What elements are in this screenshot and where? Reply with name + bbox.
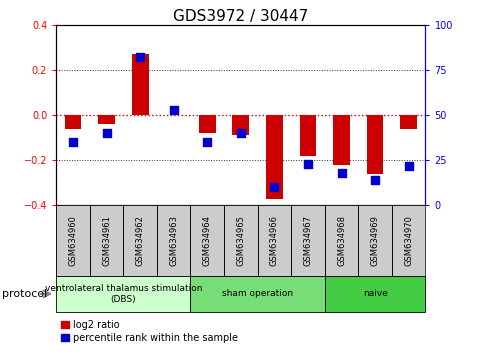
Point xyxy=(370,177,378,183)
Point xyxy=(404,163,412,169)
Point xyxy=(337,170,345,176)
Text: GSM634962: GSM634962 xyxy=(135,215,144,266)
Text: GDS3972 / 30447: GDS3972 / 30447 xyxy=(173,9,308,24)
Text: sham operation: sham operation xyxy=(222,289,293,298)
Text: protocol: protocol xyxy=(2,289,48,299)
Bar xyxy=(131,54,148,115)
Bar xyxy=(232,115,249,135)
Bar xyxy=(400,115,416,129)
Text: GSM634967: GSM634967 xyxy=(303,215,312,266)
Legend: log2 ratio, percentile rank within the sample: log2 ratio, percentile rank within the s… xyxy=(61,320,237,343)
Bar xyxy=(391,205,425,276)
Bar xyxy=(56,205,90,276)
Bar xyxy=(123,205,157,276)
Point xyxy=(203,139,211,145)
Bar xyxy=(190,205,224,276)
Bar xyxy=(358,205,391,276)
Bar xyxy=(224,205,257,276)
Text: GSM634964: GSM634964 xyxy=(203,215,211,266)
Bar xyxy=(366,115,383,174)
Text: GSM634960: GSM634960 xyxy=(68,215,78,266)
Bar xyxy=(199,115,215,133)
Point xyxy=(69,139,77,145)
Text: naive: naive xyxy=(362,289,386,298)
Point xyxy=(304,161,311,167)
Point xyxy=(236,130,244,136)
Text: GSM634966: GSM634966 xyxy=(269,215,278,266)
Point xyxy=(169,107,177,113)
Bar xyxy=(190,276,324,312)
Bar xyxy=(98,115,115,124)
Bar xyxy=(64,115,81,129)
Bar xyxy=(299,115,316,156)
Bar xyxy=(90,205,123,276)
Text: GSM634961: GSM634961 xyxy=(102,215,111,266)
Bar xyxy=(56,276,190,312)
Bar xyxy=(324,205,358,276)
Text: GSM634968: GSM634968 xyxy=(336,215,346,266)
Text: GSM634970: GSM634970 xyxy=(403,215,412,266)
Text: GSM634965: GSM634965 xyxy=(236,215,245,266)
Point xyxy=(270,184,278,190)
Text: ventrolateral thalamus stimulation
(DBS): ventrolateral thalamus stimulation (DBS) xyxy=(44,284,202,303)
Bar xyxy=(290,205,324,276)
Point xyxy=(136,55,144,60)
Bar xyxy=(257,205,290,276)
Text: GSM634963: GSM634963 xyxy=(169,215,178,266)
Bar xyxy=(157,205,190,276)
Bar xyxy=(265,115,282,199)
Bar xyxy=(324,276,425,312)
Point xyxy=(102,130,110,136)
Text: GSM634969: GSM634969 xyxy=(370,215,379,266)
Bar xyxy=(332,115,349,165)
